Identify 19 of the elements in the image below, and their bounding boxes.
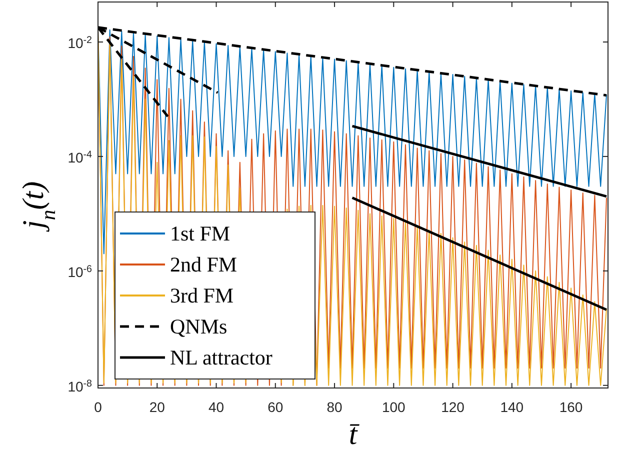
x-tick-label: 140 [500,399,524,415]
legend-label: NL attractor [170,346,272,370]
series-label: 3rd FM [170,284,234,308]
x-tick-label: 0 [94,399,102,415]
legend-label: 1st FM [170,222,230,246]
legend-label: 2nd FM [170,252,238,276]
x-tick-label: 80 [326,399,343,415]
y-tick-label: 10$^{-8}$ [68,378,93,394]
x-axis-title: t̄ [348,418,360,451]
x-tick-label: 160 [559,399,583,415]
y-tick-label: 10$^{-4}$ [68,148,93,166]
y-tick-label: 10$^{-2}$ [68,34,92,51]
x-tick-label: 20 [149,399,166,415]
x-tick-label: 100 [382,399,406,415]
legend-label: QNMs [170,314,228,338]
x-tick-label: 40 [208,399,224,415]
y-tick-label: 10$^{-6}$ [68,263,93,280]
x-tick-label: 120 [441,399,465,415]
x-tick-label: 60 [268,399,284,415]
